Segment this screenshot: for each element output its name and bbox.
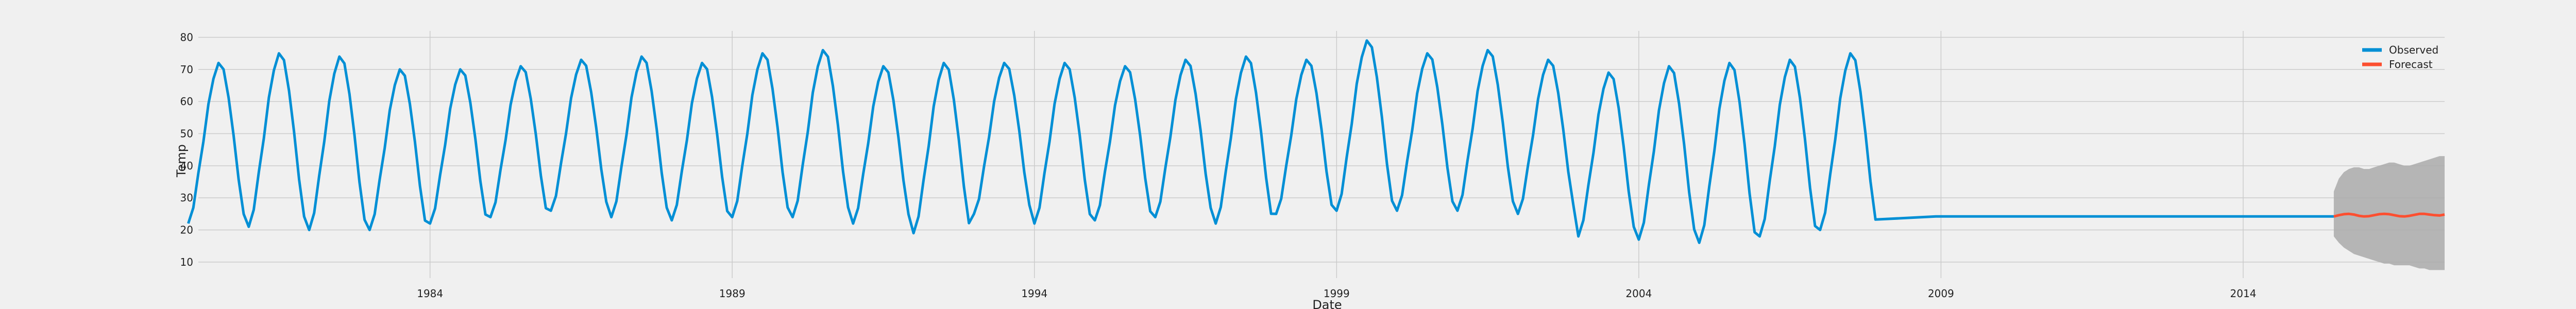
y-tick-label-70: 70 <box>180 63 193 76</box>
x-tick-label-2009: 2009 <box>1928 287 1954 300</box>
x-tick-label-1994: 1994 <box>1021 287 1047 300</box>
legend: Observed Forecast <box>2362 44 2438 71</box>
y-tick-label-20: 20 <box>180 224 193 236</box>
legend-label-observed: Observed <box>2389 44 2438 56</box>
x-tick-label-2014: 2014 <box>2230 287 2257 300</box>
series-layer <box>187 39 2445 244</box>
x-axis-label: Date <box>1312 298 1342 309</box>
x-tick-label-1999: 1999 <box>1324 287 1350 300</box>
y-tick-label-50: 50 <box>180 127 193 140</box>
x-tick-label-1984: 1984 <box>417 287 443 300</box>
x-tick-label-2004: 2004 <box>1625 287 1652 300</box>
y-tick-label-80: 80 <box>180 31 193 43</box>
tick-labels: 10 20 30 40 50 60 70 80 1984 1989 1994 1999 2004 2009… <box>180 31 2257 300</box>
grid <box>198 31 2445 278</box>
y-axis-label: Temp <box>174 144 189 178</box>
legend-label-forecast: Forecast <box>2389 58 2433 71</box>
y-tick-label-30: 30 <box>180 192 193 204</box>
forecast-line <box>2333 212 2445 218</box>
observed-line <box>187 39 2334 244</box>
y-tick-label-10: 10 <box>180 256 193 268</box>
y-tick-label-40: 40 <box>180 160 193 172</box>
x-tick-label-1989: 1989 <box>719 287 745 300</box>
y-tick-label-60: 60 <box>180 95 193 108</box>
